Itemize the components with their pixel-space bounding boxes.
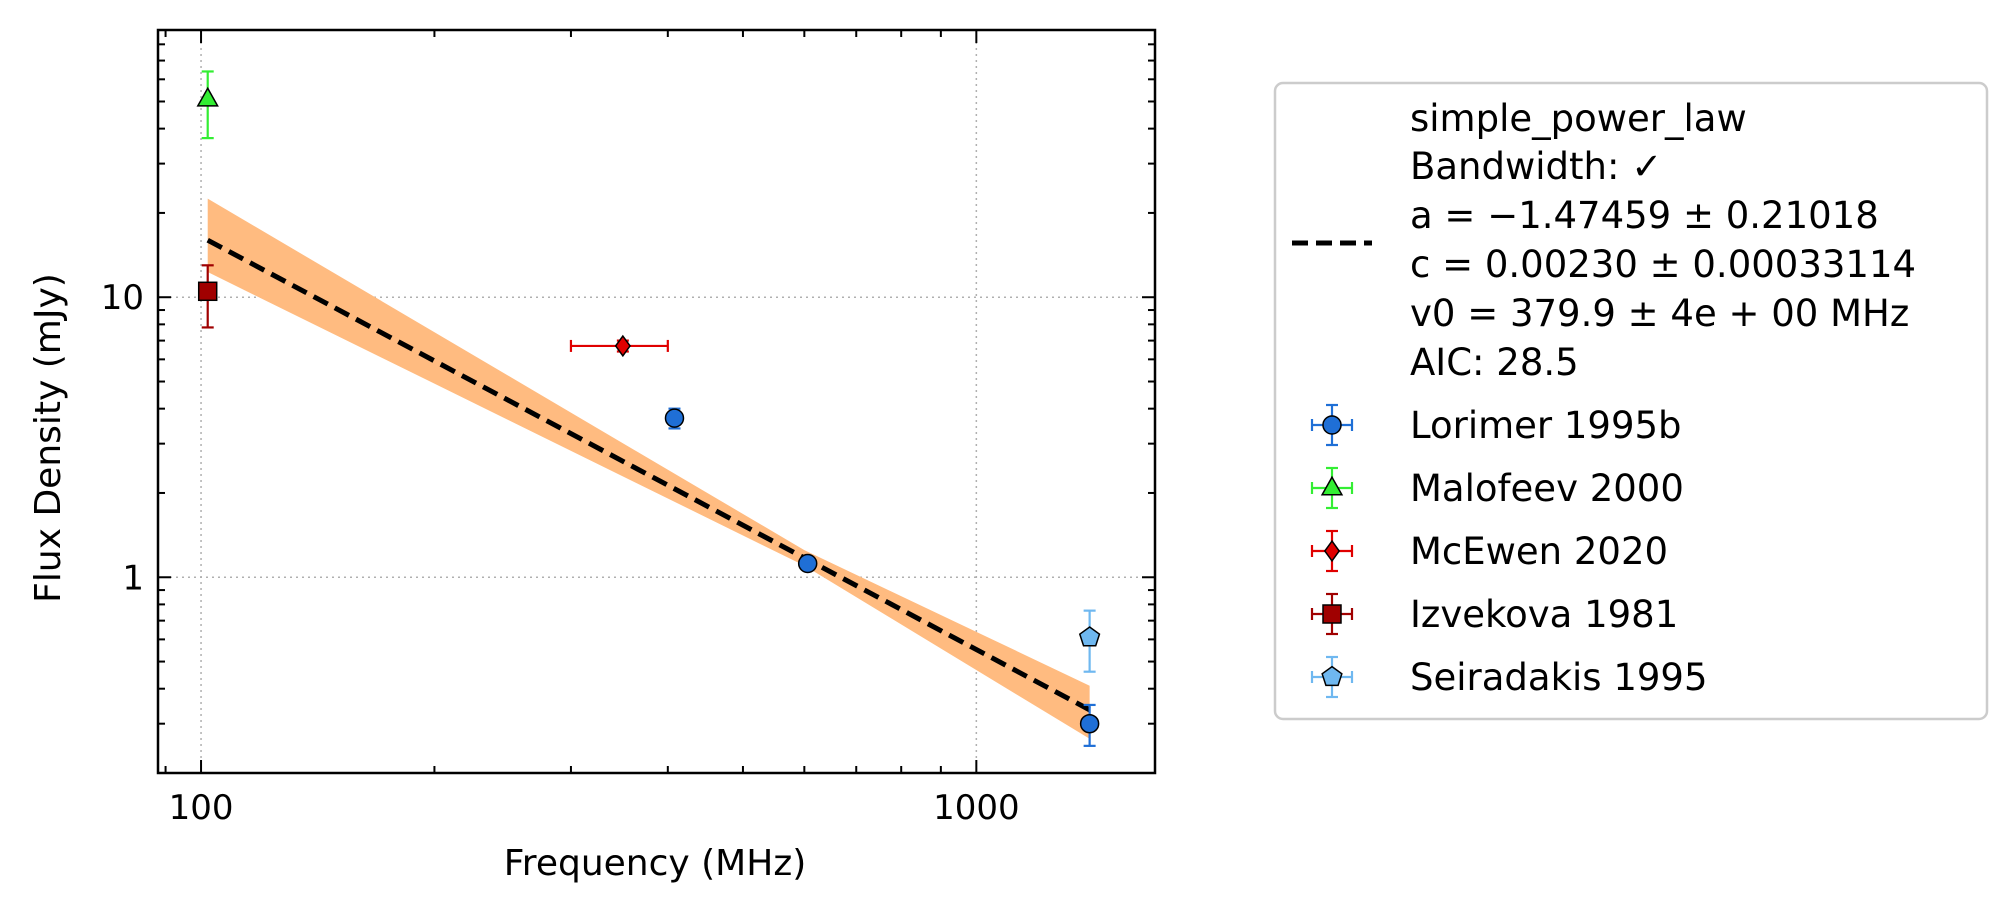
legend-marker-lorimer-1995b bbox=[1322, 415, 1342, 435]
legend-label-lorimer-1995b: Lorimer 1995b bbox=[1410, 404, 1682, 447]
data-point-mcewen-2020 bbox=[614, 334, 631, 358]
legend-fit-c: c = 0.00230 ± 0.00033114 bbox=[1410, 243, 1916, 286]
legend-series-entries: Lorimer 1995b Malofeev 2000 McEwen 2020 Izv… bbox=[1310, 403, 1707, 699]
legend-label-mcewen-2020: McEwen 2020 bbox=[1410, 530, 1668, 573]
legend-entry-mcewen-2020: McEwen 2020 bbox=[1310, 529, 1668, 573]
legend-frame bbox=[1273, 81, 1989, 721]
legend-label-seiradakis-1995: Seiradakis 1995 bbox=[1410, 656, 1707, 699]
legend-fit-bandwidth: Bandwidth: ✓ bbox=[1410, 145, 1662, 188]
legend-fit-aic: AIC: 28.5 bbox=[1410, 341, 1579, 384]
data-point-lorimer-1995b bbox=[797, 553, 818, 574]
data-point-izvekova-1981 bbox=[197, 281, 218, 302]
legend-entry-malofeev-2000: Malofeev 2000 bbox=[1310, 466, 1684, 510]
x-axis-label: Frequency (MHz) bbox=[504, 843, 807, 884]
legend-entry-izvekova-1981: Izvekova 1981 bbox=[1310, 592, 1678, 636]
legend-fit-a: a = −1.47459 ± 0.21018 bbox=[1410, 194, 1879, 237]
legend-entry-seiradakis-1995: Seiradakis 1995 bbox=[1310, 655, 1707, 699]
legend-marker-malofeev-2000 bbox=[1320, 475, 1344, 496]
legend-fit-name: simple_power_law bbox=[1410, 97, 1747, 140]
fit-uncertainty-band-group bbox=[207, 198, 1090, 739]
data-point-malofeev-2000 bbox=[196, 86, 219, 107]
legend-fit-v0: v0 = 379.9 ± 4e + 00 MHz bbox=[1410, 292, 1909, 335]
legend-marker-izvekova-1981 bbox=[1322, 604, 1342, 624]
fit-uncertainty-band bbox=[207, 198, 1090, 739]
legend-label-malofeev-2000: Malofeev 2000 bbox=[1410, 467, 1684, 510]
plot-frame bbox=[156, 28, 1157, 775]
plot-axes bbox=[156, 28, 1157, 775]
legend: simple_power_law Bandwidth: ✓ a = −1.474… bbox=[1273, 81, 1989, 721]
y-tick-label: 1 bbox=[122, 558, 144, 598]
data-point-lorimer-1995b bbox=[1079, 713, 1100, 734]
legend-marker-mcewen-2020 bbox=[1323, 539, 1341, 563]
axis-ticks: 100 1000 1 10 bbox=[101, 29, 1155, 828]
data-points bbox=[196, 70, 1101, 747]
x-tick-label: 100 bbox=[169, 788, 234, 828]
data-point-seiradakis-1995 bbox=[1078, 626, 1101, 647]
y-axis-label: Flux Density (mJy) bbox=[28, 273, 69, 603]
legend-entry-lorimer-1995b: Lorimer 1995b bbox=[1310, 403, 1682, 447]
y-tick-label: 10 bbox=[101, 278, 144, 318]
legend-label-izvekova-1981: Izvekova 1981 bbox=[1410, 593, 1678, 636]
x-tick-label: 1000 bbox=[933, 788, 1020, 828]
legend-marker-seiradakis-1995 bbox=[1321, 665, 1343, 687]
data-point-lorimer-1995b bbox=[664, 408, 685, 428]
